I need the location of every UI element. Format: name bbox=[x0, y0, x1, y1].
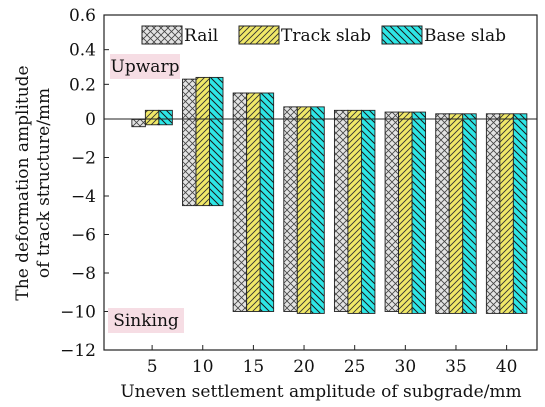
bar-base-slab-5 bbox=[158, 109, 173, 126]
bar-rail-5 bbox=[131, 118, 146, 128]
y-tick-label: −12 bbox=[60, 341, 96, 361]
y-axis-title-line-2: of track structure/mm bbox=[34, 88, 54, 278]
bar-track-slab-30 bbox=[398, 111, 413, 314]
x-tick-label: 20 bbox=[293, 357, 315, 377]
legend-swatch-rail bbox=[141, 25, 183, 45]
bar-rail-40 bbox=[485, 113, 501, 314]
x-axis-title: Uneven settlement amplitude of subgrade/… bbox=[120, 382, 521, 402]
bar-base-slab-25 bbox=[360, 109, 376, 314]
legend-label-rail: Rail bbox=[184, 26, 218, 46]
x-tick-label: 25 bbox=[344, 357, 366, 377]
x-tick-label: 30 bbox=[395, 357, 417, 377]
bar-rail-35 bbox=[435, 113, 450, 314]
bar-track-slab-10 bbox=[195, 76, 210, 207]
x-tick-label: 5 bbox=[147, 357, 158, 377]
x-tick-label: 15 bbox=[243, 357, 265, 377]
y-tick-label: −10 bbox=[60, 303, 96, 323]
bar-track-slab-15 bbox=[246, 92, 261, 312]
sinking-annotation: Sinking bbox=[108, 308, 184, 333]
y-tick-label: 0.4 bbox=[69, 41, 96, 61]
x-axis: 5 10 15 20 25 30 35 40 bbox=[147, 345, 518, 377]
bar-rail-25 bbox=[333, 109, 349, 312]
y-tick-label: −2 bbox=[71, 149, 96, 169]
bar-track-slab-20 bbox=[296, 106, 312, 314]
y-tick-label: −4 bbox=[71, 187, 96, 207]
bar-base-slab-30 bbox=[411, 111, 427, 314]
y-axis-title-line-1: The deformation amplitude bbox=[13, 65, 33, 300]
upwarp-label: Upwarp bbox=[111, 57, 180, 77]
bar-base-slab-15 bbox=[259, 92, 275, 312]
bar-base-slab-40 bbox=[512, 113, 528, 314]
bar-rail-30 bbox=[384, 111, 400, 312]
bar-rail-10 bbox=[182, 78, 197, 207]
x-tick-label: 10 bbox=[192, 357, 214, 377]
sinking-label: Sinking bbox=[113, 311, 179, 331]
bar-track-slab-25 bbox=[347, 109, 362, 314]
y-tick-label: 0.2 bbox=[69, 75, 96, 95]
legend-swatch-track-slab bbox=[238, 25, 280, 45]
legend-label-base-slab: Base slab bbox=[424, 26, 506, 46]
bar-rail-20 bbox=[283, 106, 298, 312]
x-tick-label: 40 bbox=[496, 357, 518, 377]
x-tick-label: 35 bbox=[445, 357, 467, 377]
bar-base-slab-20 bbox=[310, 106, 325, 314]
y-axis: 0.6 0.4 0.2 0 −2 −4 −6 −8 −10 −12 bbox=[60, 6, 109, 361]
y-tick-label: 0 bbox=[85, 110, 96, 130]
legend-label-track-slab: Track slab bbox=[281, 26, 371, 46]
bar-track-slab-40 bbox=[499, 113, 514, 314]
bar-rail-15 bbox=[232, 92, 248, 312]
bar-track-slab-35 bbox=[448, 113, 464, 314]
bar-base-slab-35 bbox=[462, 113, 477, 314]
bar-base-slab-10 bbox=[209, 76, 224, 207]
bars-group bbox=[131, 76, 528, 314]
legend: Rail Track slab Base slab bbox=[141, 25, 506, 46]
upwarp-annotation: Upwarp bbox=[110, 54, 180, 79]
y-tick-label: −6 bbox=[71, 226, 96, 246]
legend-swatch-base-slab bbox=[381, 25, 423, 45]
y-tick-label: −8 bbox=[71, 264, 96, 284]
y-tick-label: 0.6 bbox=[69, 6, 96, 26]
bar-track-slab-5 bbox=[144, 109, 160, 126]
